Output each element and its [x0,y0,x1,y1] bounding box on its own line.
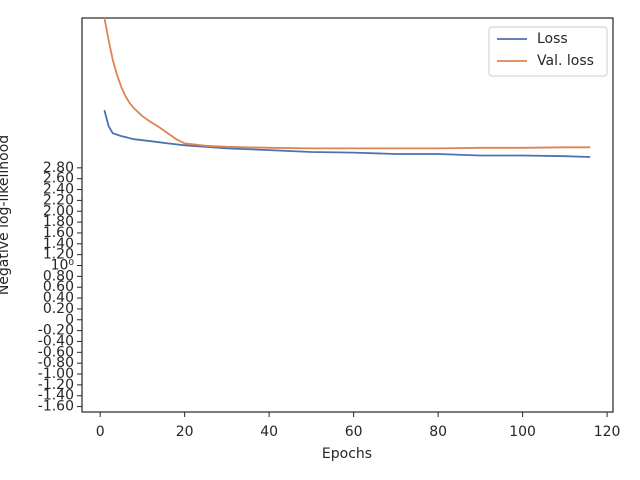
y-tick-label: 0.20 [43,301,74,317]
y-tick-label: -1.20 [38,377,74,393]
y-tick-label: -0.40 [38,333,74,349]
y-tick-label: 0 [65,312,74,328]
y-tick-label: 1.40 [43,236,74,252]
x-tick-label: 120 [594,424,621,440]
y-tick-label: 1.20 [43,247,74,263]
y-tick-label: 2.00 [43,203,74,219]
y-tick-label: -1.40 [38,388,74,404]
y-tick-label: -0.60 [38,344,74,360]
legend-label: Val. loss [537,53,594,69]
x-tick-label: 0 [96,424,105,440]
y-tick-label: 2.60 [43,171,74,187]
series-line [103,17,591,150]
y-tick-label: 2.80 [43,160,74,176]
y-axis-label: Negative log-likelihood [0,135,12,295]
y-tick-label: -1.00 [38,366,74,382]
y-tick-label: -1.60 [38,399,74,415]
y-tick-label: -0.20 [38,323,74,339]
y-tick-label: -0.80 [38,355,74,371]
y-tick-label: 0.60 [43,279,74,295]
x-tick-label: 60 [345,424,363,440]
plot-frame [81,17,614,413]
x-axis-label: Epochs [322,446,372,462]
y-tick-label: 0.80 [43,268,74,284]
y-tick-label: 2.40 [43,182,74,198]
y-tick-label: 1.80 [43,214,74,230]
x-tick-label: 20 [176,424,194,440]
legend-label: Loss [537,31,568,47]
y-tick-label: 2.20 [43,192,74,208]
y-tick-label: 1.60 [43,225,74,241]
y-tick-label: 10⁰ [51,258,75,274]
y-tick-label: 0.40 [43,290,74,306]
x-tick-label: 80 [429,424,447,440]
series-line [103,109,591,158]
x-tick-label: 40 [260,424,278,440]
x-tick-label: 100 [509,424,536,440]
